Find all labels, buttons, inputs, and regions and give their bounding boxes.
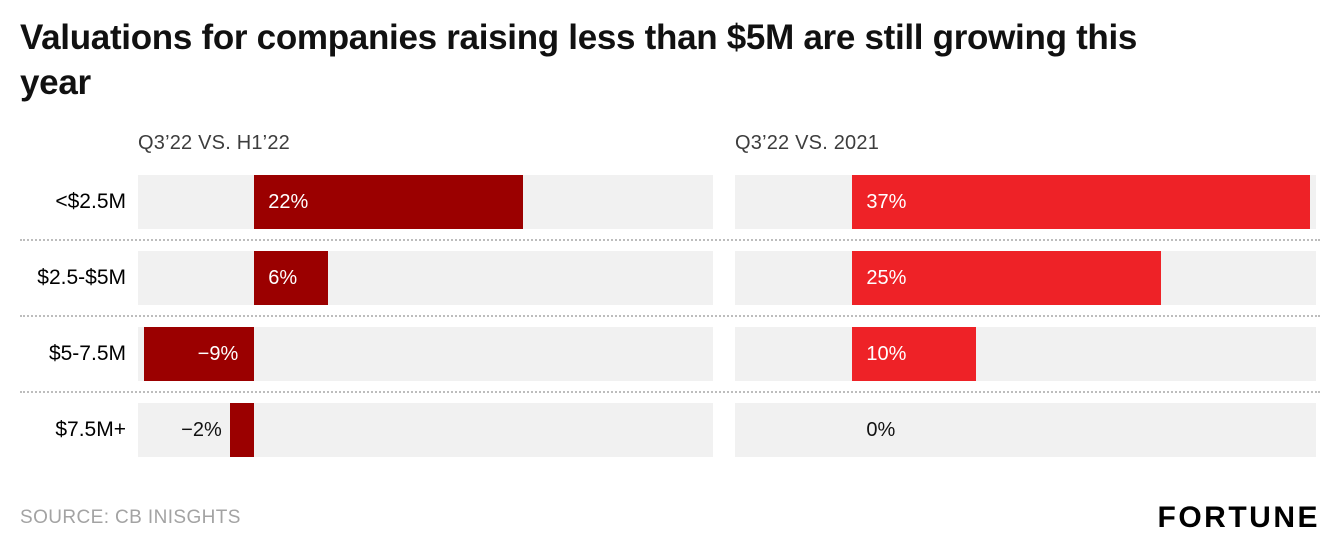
chart-row: <$2.5M 22% 37% bbox=[20, 174, 1320, 229]
bar-value-label: 25% bbox=[866, 266, 907, 289]
row-label: $2.5-$5M bbox=[37, 265, 126, 289]
chart-row: $2.5-$5M 6% 25% bbox=[20, 250, 1320, 305]
chart-footer: SOURCE: CB INISGHTS FORTUNE bbox=[20, 501, 1320, 535]
bar-value-label: 22% bbox=[268, 190, 309, 213]
bar-value-label: −9% bbox=[197, 342, 239, 365]
chart-row: $7.5M+ −2% 0% bbox=[20, 402, 1320, 457]
bar-track: −2% bbox=[138, 402, 713, 457]
fortune-logo: FORTUNE bbox=[1157, 500, 1320, 534]
bar-value-label: 0% bbox=[866, 418, 896, 441]
source-note: SOURCE: CB INISGHTS bbox=[20, 506, 241, 528]
chart-title: Valuations for companies raising less th… bbox=[20, 18, 1138, 102]
chart-rows: <$2.5M 22% 37% $2.5-$5M 6% 25% bbox=[20, 174, 1320, 457]
row-label: $5-7.5M bbox=[48, 341, 126, 365]
row-label: <$2.5M bbox=[55, 189, 126, 213]
header-gap bbox=[713, 132, 735, 155]
bar-track: 22% bbox=[138, 174, 713, 229]
panel-header-right: Q3’22 VS. 2021 bbox=[735, 131, 880, 154]
bar-track: −9% bbox=[138, 326, 713, 381]
bar bbox=[254, 250, 328, 305]
bar-value-label: −2% bbox=[181, 418, 222, 441]
bar bbox=[852, 174, 1310, 229]
dotted-divider bbox=[20, 314, 1320, 317]
bar-track: 25% bbox=[735, 250, 1316, 305]
bar-value-label: 10% bbox=[866, 342, 907, 365]
bar-value-label: 6% bbox=[268, 266, 298, 289]
bar bbox=[852, 250, 1162, 305]
chart-row: $5-7.5M −9% 10% bbox=[20, 326, 1320, 381]
dotted-divider bbox=[20, 390, 1320, 393]
bar-track: 37% bbox=[735, 174, 1316, 229]
bar-track: 0% bbox=[735, 402, 1316, 457]
bar bbox=[229, 402, 255, 457]
bar bbox=[144, 326, 255, 381]
bar-track: 6% bbox=[138, 250, 713, 305]
dotted-divider bbox=[20, 238, 1320, 241]
row-label: $7.5M+ bbox=[55, 417, 126, 441]
panel-headers: Q3’22 VS. H1’22 Q3’22 VS. 2021 bbox=[20, 132, 1320, 155]
bar-value-label: 37% bbox=[866, 190, 907, 213]
panel-header-left: Q3’22 VS. H1’22 bbox=[138, 131, 290, 154]
bar bbox=[254, 174, 524, 229]
header-spacer bbox=[20, 132, 138, 155]
bar-track: 10% bbox=[735, 326, 1316, 381]
bar bbox=[852, 326, 977, 381]
